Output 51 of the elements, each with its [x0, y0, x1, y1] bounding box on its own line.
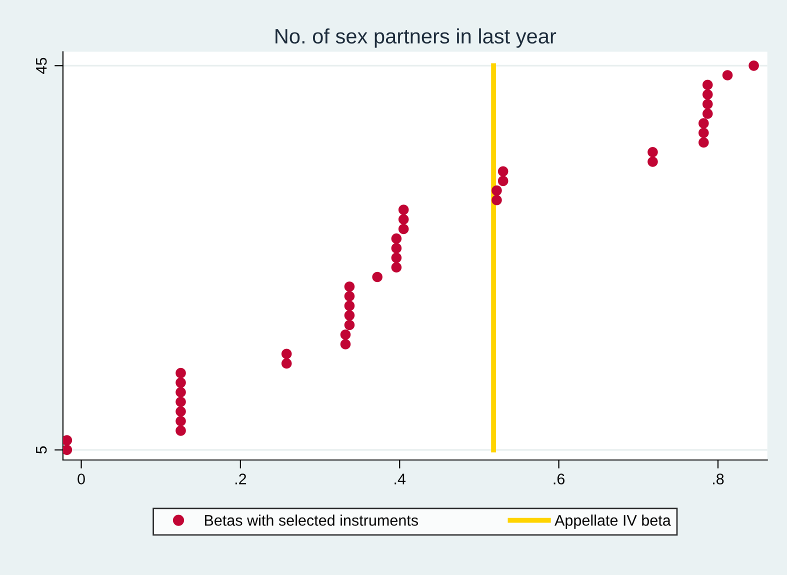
point — [391, 243, 402, 254]
point — [176, 406, 186, 417]
x-tick-label: .6 — [554, 474, 564, 484]
point — [176, 387, 186, 398]
point — [344, 300, 355, 311]
point — [748, 60, 759, 71]
point — [344, 291, 355, 302]
point — [698, 137, 709, 148]
point — [722, 70, 733, 80]
x-tick-label: .8 — [713, 474, 724, 484]
point — [176, 378, 186, 388]
point — [391, 252, 402, 263]
point — [62, 444, 72, 456]
y-tick-label: 5 — [36, 446, 47, 454]
point — [702, 89, 713, 100]
point — [391, 233, 402, 244]
point — [372, 272, 382, 282]
point — [698, 128, 709, 138]
point — [281, 348, 292, 360]
legend-label: Betas with selected instruments — [204, 514, 418, 526]
point — [176, 426, 186, 436]
point — [281, 358, 292, 369]
point — [398, 224, 409, 234]
x-tick-label: 0 — [78, 474, 85, 484]
point — [340, 329, 351, 340]
point — [340, 339, 351, 350]
y-tick-label: 45 — [36, 58, 47, 74]
x-tick-label: .4 — [394, 474, 406, 484]
point — [62, 435, 72, 446]
x-tick-label: .2 — [235, 474, 246, 484]
chart-title: No. of sex partners in last year — [276, 28, 556, 48]
point — [698, 118, 709, 128]
point — [702, 98, 713, 110]
point — [492, 185, 502, 196]
legend-label: Appellate IV beta — [554, 514, 671, 529]
point — [344, 310, 355, 321]
point — [176, 396, 186, 408]
point — [344, 281, 355, 292]
point — [391, 262, 402, 273]
point — [398, 204, 409, 215]
point — [398, 214, 409, 225]
point — [492, 195, 502, 206]
point — [702, 80, 713, 90]
point — [176, 416, 186, 426]
point — [702, 108, 713, 119]
point — [648, 146, 658, 158]
point — [648, 156, 658, 167]
point — [176, 368, 186, 378]
point — [498, 166, 508, 176]
point — [498, 176, 508, 186]
point — [344, 320, 355, 330]
